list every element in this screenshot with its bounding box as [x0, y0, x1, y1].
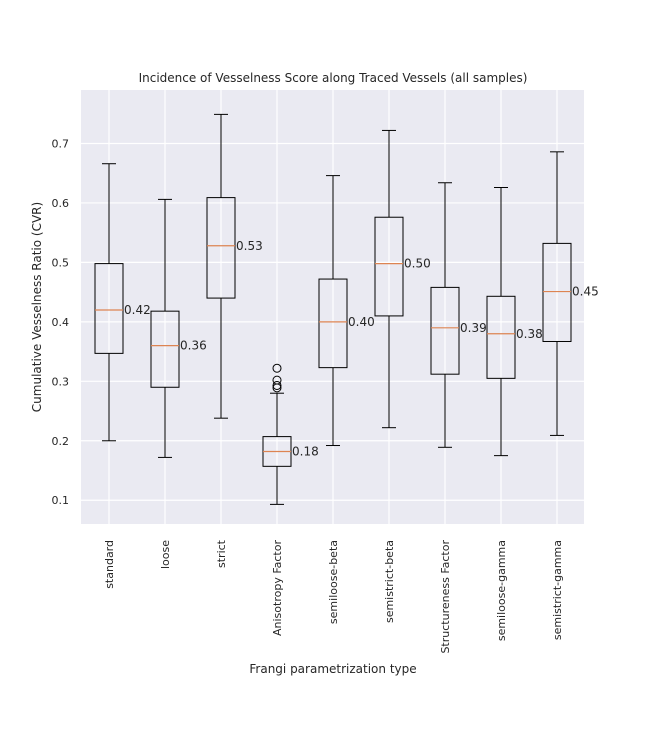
y-tick-label: 0.2: [52, 435, 70, 448]
box-iqr: [542, 242, 572, 342]
median-value-label: 0.45: [572, 285, 599, 299]
box-group: 0.18: [262, 363, 319, 505]
box-series: 0.42 0.36 0.53 0.18 0.40 0.50 0.39 0.38 0.45: [94, 113, 599, 505]
x-tick-label: semiloose-gamma: [495, 540, 508, 641]
x-tick-label: Anisotropy Factor: [271, 540, 284, 636]
y-tick-label: 0.4: [52, 316, 70, 329]
median-value-label: 0.18: [292, 444, 319, 458]
median-value-label: 0.38: [516, 327, 543, 341]
x-tick-label: Structureness Factor: [439, 540, 452, 654]
x-tick-label: semiloose-beta: [327, 540, 340, 624]
x-tick-label: semistrict-beta: [383, 540, 396, 623]
y-tick-label: 0.6: [52, 197, 70, 210]
box-group: 0.36: [150, 198, 207, 458]
x-tick-label: loose: [159, 540, 172, 569]
box-group: 0.53: [206, 113, 263, 419]
box-group: 0.50: [374, 129, 431, 429]
x-tick-label: semistrict-gamma: [551, 540, 564, 640]
y-tick-label: 0.3: [52, 375, 70, 388]
outlier-point: [272, 363, 282, 373]
x-tick-label: strict: [215, 539, 228, 568]
box-iqr: [206, 197, 236, 299]
box-iqr: [430, 286, 460, 375]
x-tick-label: standard: [103, 540, 116, 589]
box-group: 0.40: [318, 175, 375, 447]
box-iqr: [486, 295, 516, 379]
y-tick-label: 0.1: [52, 494, 70, 507]
box-group: 0.42: [94, 163, 151, 442]
x-axis-label: Frangi parametrization type: [249, 662, 416, 676]
median-value-label: 0.53: [236, 239, 263, 253]
outlier-point: [272, 380, 282, 390]
y-tick-label: 0.5: [52, 256, 70, 269]
chart-title: Incidence of Vesselness Score along Trac…: [139, 71, 528, 85]
box-group: 0.39: [430, 182, 487, 448]
median-value-label: 0.50: [404, 257, 431, 271]
median-value-label: 0.40: [348, 315, 375, 329]
box-iqr: [150, 310, 180, 388]
y-tick-labels: 0.1 0.2 0.3 0.4 0.5 0.6 0.7: [52, 138, 70, 508]
median-value-label: 0.36: [180, 339, 207, 353]
box-iqr: [94, 263, 124, 354]
median-value-label: 0.42: [124, 303, 151, 317]
y-axis-label: Cumulative Vesselness Ratio (CVR): [30, 202, 44, 412]
box-group: 0.38: [486, 187, 543, 457]
x-tick-labels: standard loose strict Anisotropy Factor semi…: [103, 539, 564, 653]
box-group: 0.45: [542, 151, 599, 436]
box-iqr: [318, 278, 348, 369]
box-iqr: [374, 216, 404, 317]
median-value-label: 0.39: [460, 321, 487, 335]
y-tick-label: 0.7: [52, 138, 70, 151]
outlier-point: [272, 375, 282, 385]
